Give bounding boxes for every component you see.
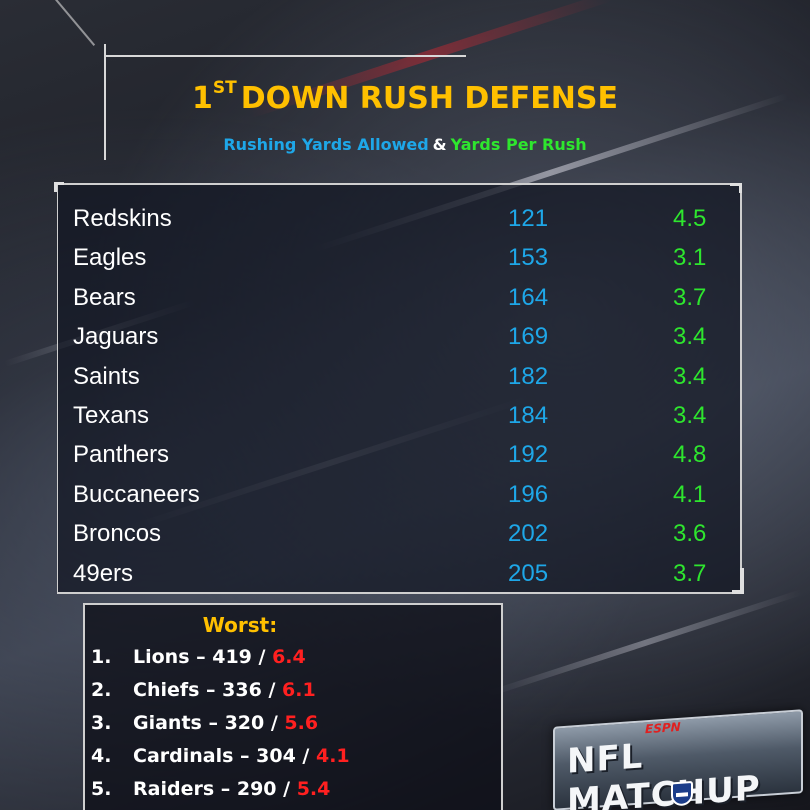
list-number: 2. [91,679,112,701]
list-number: 5. [91,778,112,800]
worst-title: Worst: [202,613,278,637]
worst-team-yards: Raiders – 290 / [133,778,297,800]
team-name: Broncos [73,520,162,548]
rushing-yards: 169 [508,323,549,351]
yards-per-rush: 3.4 [673,323,707,351]
list-number: 1. [91,646,112,668]
rushing-yards: 182 [508,362,549,390]
panel-corner [732,568,744,594]
worst-team-yards: Chiefs – 336 / [133,679,283,701]
yards-per-rush: 4.8 [673,441,707,469]
list-item: 3. Giants – 320 / 5.6 [91,707,491,740]
list-text: Raiders – 290 / 5.4 [133,773,330,806]
table-row: Panthers 192 4.8 [73,435,733,474]
title-superscript: ST [212,78,237,98]
page-subtitle: Rushing Yards Allowed & Yards Per Rush [0,135,810,154]
yards-per-rush: 3.1 [673,244,707,272]
list-text: Cardinals – 304 / 4.1 [133,740,350,773]
yards-per-rush: 3.7 [673,283,707,311]
rushing-yards: 153 [508,244,549,272]
yards-per-rush: 3.4 [673,362,707,390]
team-name: Saints [73,362,140,390]
rushing-yards: 192 [508,441,549,469]
team-name: Panthers [73,441,170,469]
subtitle-ampersand: & [432,135,447,154]
table-row: Redskins 121 4.5 [73,199,733,238]
frame-line-diagonal [55,0,96,46]
table-row: Buccaneers 196 4.1 [73,475,733,514]
team-name: Texans [73,401,150,429]
panel-edge [57,592,741,594]
page-title: 1ST DOWN RUSH DEFENSE [0,78,810,116]
worst-list: 1. Lions – 419 / 6.4 2. Chiefs – 336 / 6… [91,641,491,806]
list-text: Chiefs – 336 / 6.1 [133,674,316,707]
worst-team-yards: Giants – 320 / [133,712,285,734]
title-main: DOWN RUSH DEFENSE [240,81,618,116]
worst-team-yards: Lions – 419 / [133,646,273,668]
list-item: 2. Chiefs – 336 / 6.1 [91,674,491,707]
team-name: Eagles [73,244,147,272]
list-text: Giants – 320 / 5.6 [133,707,318,740]
panel-edge [740,190,742,573]
team-name: Bears [73,283,136,311]
panel-corner [730,183,742,193]
worst-ypr: 6.4 [272,646,306,668]
worst-ypr: 4.1 [315,745,350,767]
list-item: 4. Cardinals – 304 / 4.1 [91,740,491,773]
rushing-yards: 164 [508,283,549,311]
background-streak [487,589,803,697]
table-row: Jaguars 169 3.4 [73,317,733,356]
subtitle-yards-label: Rushing Yards Allowed [223,135,429,154]
yards-per-rush: 3.6 [673,520,707,548]
nfl-matchup-logo: ESPN NFL MATCHUP [553,703,803,810]
panel-corner [54,182,64,192]
table-row: Eagles 153 3.1 [73,238,733,277]
list-item: 1. Lions – 419 / 6.4 [91,641,491,674]
title-prefix: 1 [192,81,213,116]
rushing-yards: 202 [508,520,549,548]
worst-ypr: 6.1 [282,679,316,701]
rankings-table: Redskins 121 4.5 Eagles 153 3.1 Bears 16… [73,199,733,593]
list-text: Lions – 419 / 6.4 [133,641,306,674]
yards-per-rush: 4.5 [673,205,707,232]
list-item: 5. Raiders – 290 / 5.4 [91,773,491,806]
table-row: Bears 164 3.7 [73,278,733,317]
table-row: Saints 182 3.4 [73,357,733,396]
table-row: Texans 184 3.4 [73,396,733,435]
rushing-yards: 184 [508,401,549,429]
frame-line-horizontal [104,55,466,57]
team-name: Jaguars [73,323,159,351]
team-name: Buccaneers [73,480,200,508]
worst-ypr: 5.4 [296,778,331,800]
table-row: Broncos 202 3.6 [73,514,733,553]
list-number: 4. [91,745,112,767]
team-name: Redskins [73,205,172,232]
yards-per-rush: 3.7 [673,559,707,587]
yards-per-rush: 3.4 [673,401,707,429]
table-row: 49ers 205 3.7 [73,554,733,593]
worst-panel: Worst: 1. Lions – 419 / 6.4 2. Chiefs – … [83,603,503,810]
list-number: 3. [91,712,112,734]
worst-team-yards: Cardinals – 304 / [133,745,316,767]
frame-line-vertical [104,44,106,160]
subtitle-ypr-label: Yards Per Rush [450,135,587,154]
team-name: 49ers [73,559,134,587]
rushing-yards: 121 [508,205,549,232]
rushing-yards: 196 [508,480,549,508]
rushing-yards: 205 [508,559,549,587]
yards-per-rush: 4.1 [673,480,707,508]
rankings-panel [57,183,741,593]
worst-ypr: 5.6 [284,712,319,734]
